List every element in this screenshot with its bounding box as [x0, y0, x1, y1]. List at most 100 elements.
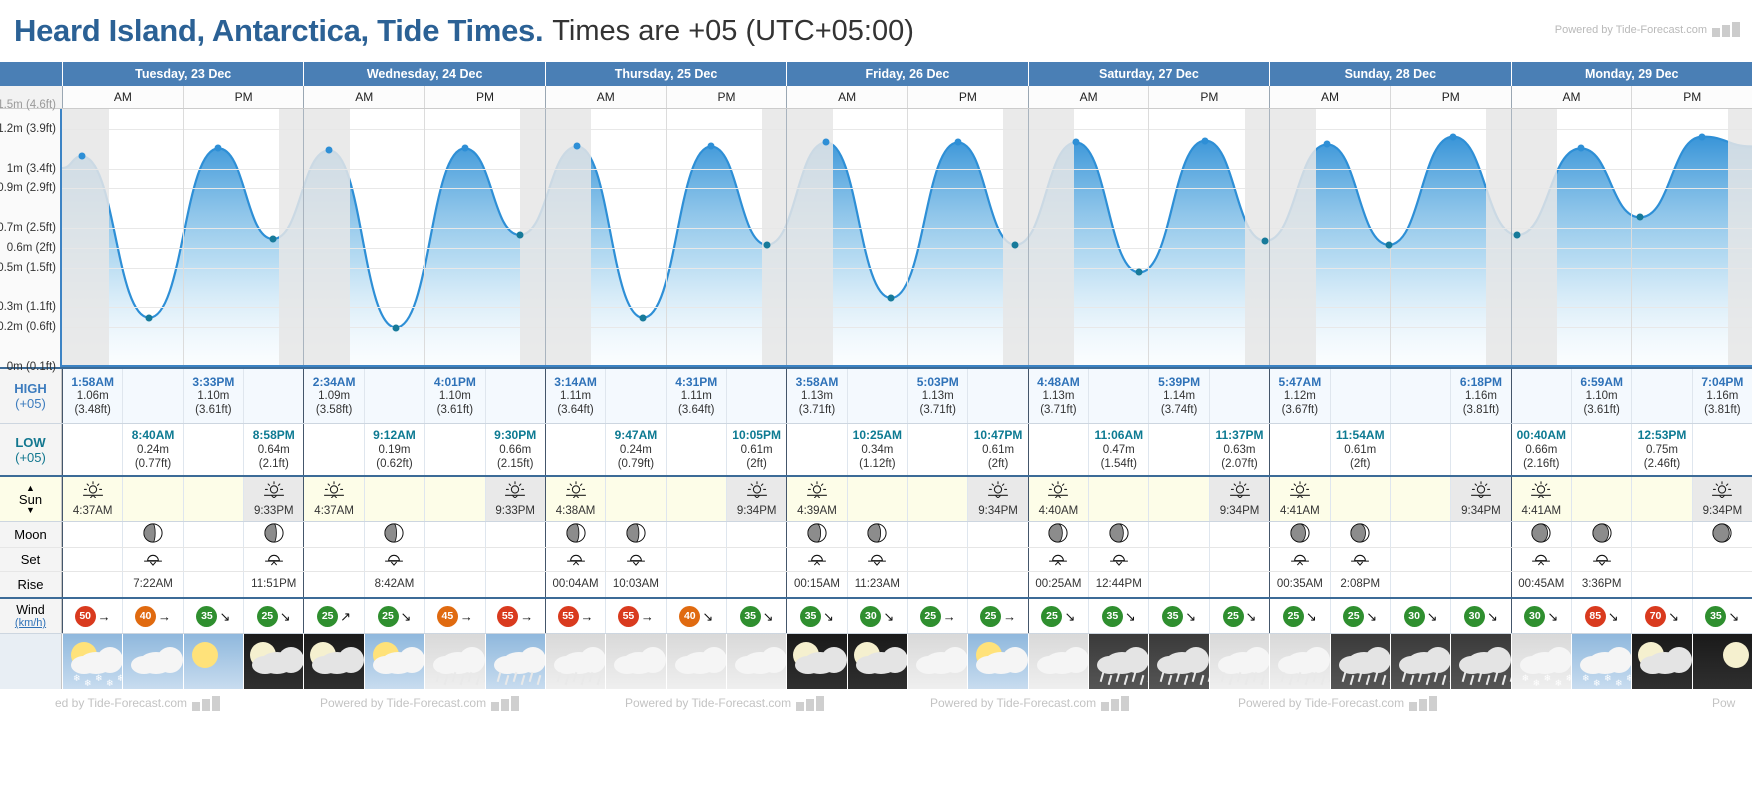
tide-extreme-dot-high-10[interactable]: [707, 142, 715, 150]
ampm-header-2[interactable]: AM: [303, 86, 425, 108]
wind-speed-badge-17[interactable]: 35: [1101, 605, 1123, 627]
wind-speed-badge-22[interactable]: 30: [1403, 605, 1425, 627]
tide-extreme-dot-high-20[interactable]: [1323, 140, 1331, 148]
weather-cell-22[interactable]: [1389, 634, 1451, 689]
wind-speed-badge-1[interactable]: 40: [135, 605, 157, 627]
weather-cell-14[interactable]: [907, 634, 968, 689]
wind-speed-badge-24[interactable]: 30: [1524, 605, 1546, 627]
wind-speed-badge-27[interactable]: 35: [1705, 605, 1727, 627]
tide-extreme-dot-high-4[interactable]: [325, 146, 333, 154]
wind-speed-badge-19[interactable]: 25: [1222, 605, 1244, 627]
weather-cell-8[interactable]: [544, 634, 606, 689]
tide-extreme-dot-high-18[interactable]: [1201, 137, 1209, 144]
wind-speed-badge-10[interactable]: 40: [679, 605, 701, 627]
weather-cell-2[interactable]: [182, 634, 244, 689]
ampm-header-9[interactable]: PM: [1148, 86, 1270, 108]
weather-cell-23[interactable]: [1450, 634, 1511, 689]
day-header-2[interactable]: Thursday, 25 Dec: [544, 62, 786, 86]
ampm-header-8[interactable]: AM: [1027, 86, 1149, 108]
tide-extreme-dot-high-26[interactable]: [1698, 133, 1706, 141]
wind-speed-badge-21[interactable]: 25: [1343, 605, 1365, 627]
ampm-header-3[interactable]: PM: [424, 86, 545, 108]
weather-cell-0[interactable]: ❄ ❄ ❄ ❄ ❄: [62, 634, 123, 689]
day-header-6[interactable]: Monday, 29 Dec: [1510, 62, 1752, 86]
ampm-header-11[interactable]: PM: [1389, 86, 1511, 108]
wind-speed-badge-9[interactable]: 55: [617, 605, 639, 627]
weather-cell-9[interactable]: [605, 634, 666, 689]
tide-extreme-dot-high-24[interactable]: [1577, 144, 1585, 152]
weather-cell-17[interactable]: [1088, 634, 1149, 689]
tide-extreme-dot-high-8[interactable]: [573, 142, 581, 150]
tide-extreme-dot-low-5[interactable]: [392, 324, 400, 332]
wind-speed-badge-12[interactable]: 35: [800, 605, 822, 627]
tide-extreme-dot-high-6[interactable]: [461, 144, 469, 152]
tide-extreme-dot-high-0[interactable]: [78, 152, 86, 160]
weather-cell-3[interactable]: [243, 634, 304, 689]
tide-extreme-dot-low-19[interactable]: [1261, 237, 1269, 245]
wind-speed-badge-25[interactable]: 85: [1584, 605, 1606, 627]
day-header-4[interactable]: Saturday, 27 Dec: [1027, 62, 1269, 86]
ampm-header-1[interactable]: PM: [182, 86, 304, 108]
ampm-header-10[interactable]: AM: [1269, 86, 1390, 108]
weather-cell-1[interactable]: [122, 634, 183, 689]
tide-extreme-dot-low-21[interactable]: [1385, 241, 1393, 249]
wind-speed-badge-16[interactable]: 25: [1041, 605, 1063, 627]
weather-cell-26[interactable]: [1631, 634, 1692, 689]
day-header-0[interactable]: Tuesday, 23 Dec: [62, 62, 303, 86]
wind-units-link[interactable]: (km/h): [14, 617, 47, 629]
weather-cell-18[interactable]: [1148, 634, 1209, 689]
tide-extreme-dot-low-11[interactable]: [763, 241, 771, 249]
weather-cell-16[interactable]: [1027, 634, 1089, 689]
wind-speed-badge-0[interactable]: 50: [74, 605, 96, 627]
weather-cell-12[interactable]: [786, 634, 847, 689]
weather-cell-7[interactable]: [484, 634, 545, 689]
ampm-header-4[interactable]: AM: [544, 86, 666, 108]
weather-cell-20[interactable]: [1269, 634, 1330, 689]
weather-cell-21[interactable]: [1329, 634, 1390, 689]
ampm-header-12[interactable]: AM: [1510, 86, 1632, 108]
ampm-header-6[interactable]: AM: [786, 86, 908, 108]
tide-extreme-dot-low-9[interactable]: [639, 314, 647, 322]
wind-speed-badge-2[interactable]: 35: [196, 605, 218, 627]
wind-speed-badge-4[interactable]: 25: [317, 605, 339, 627]
weather-cell-11[interactable]: [725, 634, 787, 689]
wind-speed-badge-7[interactable]: 55: [497, 605, 519, 627]
wind-speed-badge-11[interactable]: 35: [739, 605, 761, 627]
ampm-header-7[interactable]: PM: [907, 86, 1028, 108]
wind-speed-badge-23[interactable]: 30: [1463, 605, 1485, 627]
weather-cell-27[interactable]: [1691, 634, 1752, 689]
day-header-1[interactable]: Wednesday, 24 Dec: [303, 62, 544, 86]
tide-extreme-dot-high-22[interactable]: [1449, 133, 1457, 141]
tide-extreme-dot-low-13[interactable]: [887, 294, 895, 302]
day-header-3[interactable]: Friday, 26 Dec: [786, 62, 1027, 86]
tide-extreme-dot-high-14[interactable]: [954, 138, 962, 146]
wind-speed-badge-20[interactable]: 25: [1282, 605, 1304, 627]
wind-speed-badge-8[interactable]: 55: [557, 605, 579, 627]
tide-extreme-dot-high-2[interactable]: [214, 144, 222, 152]
weather-cell-10[interactable]: [665, 634, 726, 689]
ampm-header-13[interactable]: PM: [1631, 86, 1752, 108]
tide-extreme-dot-low-23[interactable]: [1513, 231, 1521, 239]
tide-extreme-dot-high-16[interactable]: [1072, 138, 1080, 146]
tide-extreme-dot-low-15[interactable]: [1011, 241, 1019, 249]
weather-cell-24[interactable]: ❄ ❄ ❄ ❄ ❄: [1510, 634, 1571, 689]
weather-cell-25[interactable]: ❄ ❄ ❄ ❄ ❄: [1570, 634, 1632, 689]
wind-speed-badge-14[interactable]: 25: [919, 605, 941, 627]
wind-speed-badge-5[interactable]: 25: [377, 605, 399, 627]
tide-extreme-dot-low-3[interactable]: [269, 235, 277, 243]
weather-cell-6[interactable]: [424, 634, 485, 689]
wind-speed-badge-6[interactable]: 45: [436, 605, 458, 627]
tide-extreme-dot-low-7[interactable]: [516, 231, 524, 239]
wind-speed-badge-15[interactable]: 25: [980, 605, 1002, 627]
tide-extreme-dot-low-17[interactable]: [1135, 268, 1143, 276]
wind-speed-badge-13[interactable]: 30: [860, 605, 882, 627]
tide-extreme-dot-low-25[interactable]: [1636, 213, 1644, 221]
weather-cell-13[interactable]: [846, 634, 908, 689]
ampm-header-0[interactable]: AM: [62, 86, 183, 108]
weather-cell-4[interactable]: [303, 634, 364, 689]
day-header-5[interactable]: Sunday, 28 Dec: [1269, 62, 1510, 86]
weather-cell-19[interactable]: [1208, 634, 1270, 689]
tide-extreme-dot-low-1[interactable]: [145, 314, 153, 322]
wind-speed-badge-18[interactable]: 35: [1162, 605, 1184, 627]
wind-speed-badge-3[interactable]: 25: [256, 605, 278, 627]
